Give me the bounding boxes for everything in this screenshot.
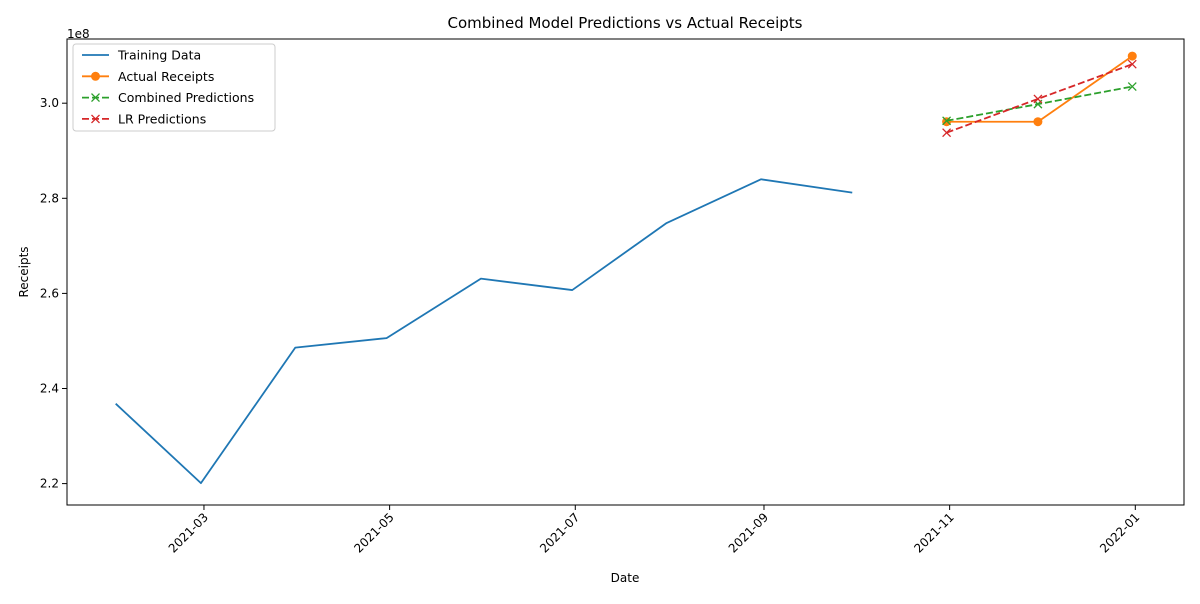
x-tick-label: 2021-05	[351, 510, 396, 555]
series-2-point-3	[1127, 51, 1137, 61]
legend-label: Actual Receipts	[118, 69, 214, 84]
series-line-3	[946, 85, 1133, 122]
series-3-point-1	[942, 116, 952, 126]
legend-marker	[91, 114, 100, 124]
legend-label: LR Predictions	[118, 111, 206, 126]
x-tick-label: 2021-03	[166, 510, 211, 555]
y-tick-label: 2.6	[40, 286, 59, 300]
legend-item-1: Training Data	[82, 48, 201, 63]
legend-marker-stroke	[91, 114, 100, 124]
series-3-point-1-stroke	[942, 116, 952, 126]
plot-frame	[66, 38, 1185, 506]
series-4-point-2	[1033, 94, 1043, 104]
legend-item-3: Combined Predictions	[82, 90, 254, 105]
chart-title: Combined Model Predictions vs Actual Rec…	[448, 14, 803, 32]
series-3-point-3-stroke	[1127, 82, 1137, 92]
legend-marker-stroke	[91, 93, 100, 103]
x-tick-label: 2022-01	[1097, 510, 1142, 555]
legend-label: Training Data	[117, 48, 201, 63]
series-line-1	[115, 178, 853, 485]
y-scale-label: 1e8	[67, 27, 90, 41]
legend-item-4: LR Predictions	[82, 111, 206, 126]
legend-marker	[91, 71, 100, 81]
series-4-point-1	[942, 128, 952, 138]
y-tick-label: 3.0	[40, 96, 59, 110]
legend-label: Combined Predictions	[118, 90, 254, 105]
series-line-2	[946, 55, 1133, 123]
legend-frame	[72, 43, 276, 132]
y-tick-label: 2.8	[40, 191, 59, 205]
legend: Training Data Actual Receipts Combined Pre…	[72, 43, 276, 132]
series-layer	[115, 51, 1137, 485]
series-line-4	[946, 63, 1133, 134]
series-3-point-3	[1127, 82, 1137, 92]
series-4-point-3	[1127, 59, 1137, 69]
series-4-point-1-stroke	[942, 128, 952, 138]
legend-marker	[91, 93, 100, 103]
series-4-point-3-stroke	[1127, 59, 1137, 69]
x-axis-label: Date	[611, 571, 640, 585]
legend-item-2: Actual Receipts	[82, 69, 214, 84]
x-tick-label: 2021-09	[726, 510, 771, 555]
series-2-point-2	[1033, 117, 1043, 127]
y-tick-label: 2.4	[40, 382, 59, 396]
series-2-point-1	[942, 117, 952, 127]
series-4-point-2-stroke	[1033, 94, 1043, 104]
x-tick-label: 2021-11	[911, 510, 956, 555]
x-tick-label: 2021-07	[537, 510, 582, 555]
y-tick-label: 2.2	[40, 477, 59, 491]
y-axis-label: Receipts	[17, 246, 31, 297]
